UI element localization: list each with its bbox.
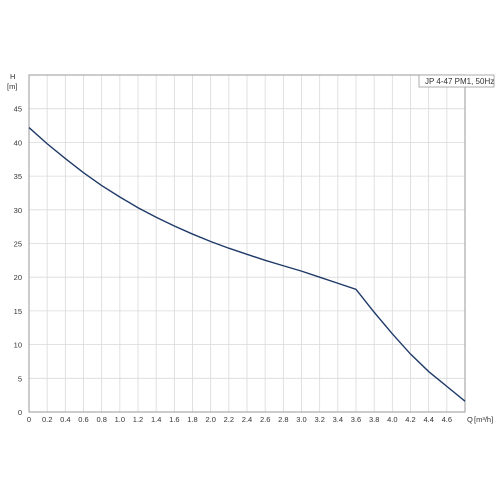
- x-tick-label: 0.8: [96, 415, 106, 424]
- x-tick-label: 3.8: [369, 415, 379, 424]
- x-tick-label: 2.0: [205, 415, 215, 424]
- y-tick-label: 40: [14, 138, 22, 147]
- legend-entry: JP 4-47 PM1, 50Hz: [425, 77, 494, 86]
- grid-lines: [28, 74, 466, 413]
- x-tick-label: 0.4: [60, 415, 70, 424]
- x-tick-label: 1.4: [151, 415, 161, 424]
- legend: JP 4-47 PM1, 50Hz: [418, 74, 495, 88]
- x-tick-label: 1.8: [187, 415, 197, 424]
- plot-area-border: [28, 74, 466, 413]
- x-axis-unit: [m³/h]: [474, 415, 493, 424]
- y-tick-label: 5: [18, 374, 22, 383]
- y-tick-label: 35: [14, 172, 22, 181]
- x-tick-label: 0.6: [78, 415, 88, 424]
- x-tick-label: 0: [27, 415, 31, 424]
- x-tick-label: 4.6: [442, 415, 452, 424]
- x-tick-label: 4.2: [405, 415, 415, 424]
- x-tick-label: 4.0: [387, 415, 397, 424]
- x-tick-label: 3.0: [296, 415, 306, 424]
- x-tick-label: 1.2: [133, 415, 143, 424]
- y-tick-label: 30: [14, 206, 22, 215]
- x-tick-label: 3.6: [351, 415, 361, 424]
- x-axis-label: Q: [467, 415, 473, 424]
- y-tick-label: 25: [14, 240, 22, 249]
- y-tick-label: 15: [14, 307, 22, 316]
- x-tick-label: 3.2: [314, 415, 324, 424]
- x-tick-label: 1.6: [169, 415, 179, 424]
- x-tick-label: 4.4: [423, 415, 433, 424]
- series-line-jp-4-47: [28, 127, 466, 402]
- y-tick-label: 10: [14, 341, 22, 350]
- x-tick-label: 3.4: [333, 415, 343, 424]
- y-tick-label: 45: [14, 105, 22, 114]
- x-tick-label: 1.0: [115, 415, 125, 424]
- y-axis-label: H: [10, 72, 15, 81]
- y-tick-label: 0: [18, 408, 22, 417]
- x-tick-label: 0.2: [42, 415, 52, 424]
- tick-labels: 0 0.2 0.4 0.6 0.8 1.0 1.2 1.4 1.6 1.8 2.0 2.2 2.4 2.6…: [14, 105, 452, 424]
- x-tick-label: 2.4: [242, 415, 252, 424]
- x-tick-label: 2.6: [260, 415, 270, 424]
- y-tick-label: 20: [14, 273, 22, 282]
- x-tick-label: 2.2: [224, 415, 234, 424]
- x-tick-label: 2.8: [278, 415, 288, 424]
- y-axis-unit: [m]: [7, 82, 17, 91]
- legend-box: [418, 74, 495, 88]
